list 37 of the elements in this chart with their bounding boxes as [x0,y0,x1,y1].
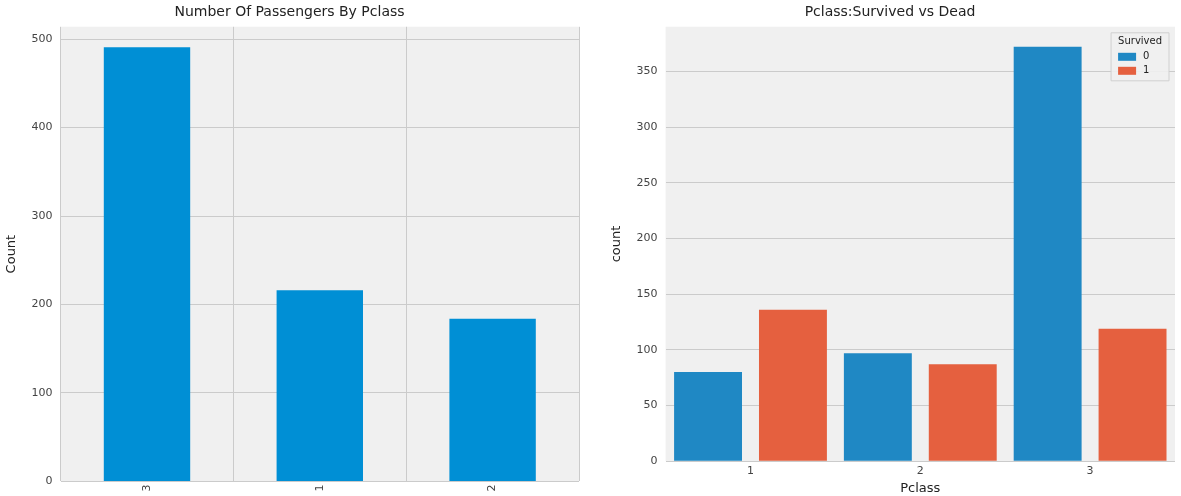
bar [843,353,912,461]
y-tick-label: 50 [643,398,658,412]
bar [449,318,536,481]
x-axis-title: Pclass [900,479,941,495]
y-tick-label: 200 [636,231,658,245]
legend-label: 1 [1143,64,1150,76]
legend-label: 0 [1143,50,1150,62]
y-tick-label: 200 [31,297,53,311]
x-tick-label: 2 [916,463,924,477]
x-tick-label: 2 [485,484,499,492]
x-tick-label: 3 [139,484,153,492]
bar [1098,328,1167,461]
chart-title: Number Of Passengers By Pclass [174,3,405,20]
y-tick-label: 300 [636,119,658,133]
y-tick-label: 250 [636,175,658,189]
x-tick-label: 1 [747,463,754,477]
bar [276,290,363,481]
y-tick-label: 0 [45,474,53,488]
y-tick-label: 100 [636,342,658,356]
y-tick-label: 500 [31,32,53,46]
y-axis-title: count [608,225,624,263]
bar [674,372,743,461]
x-tick-label: 3 [1086,463,1094,477]
y-tick-label: 150 [636,286,658,300]
y-axis-title: Count [3,234,19,274]
y-tick-label: 300 [31,208,53,222]
y-tick-label: 100 [31,385,53,399]
y-tick-label: 0 [650,454,658,468]
chart-title: Pclass:Survived vs Dead [804,3,976,20]
y-tick-label: 400 [31,120,53,134]
bar [758,309,827,461]
bar [1013,46,1082,461]
x-tick-label: 1 [312,484,326,492]
bar [103,47,191,481]
legend-title: Survived [1118,35,1163,47]
bar [928,364,997,461]
y-tick-label: 350 [636,64,658,78]
